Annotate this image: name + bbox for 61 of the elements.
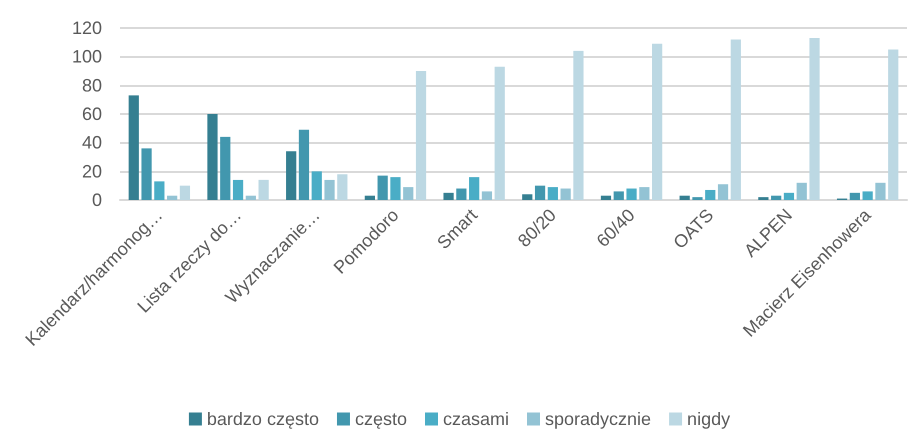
bar bbox=[784, 192, 794, 200]
bar bbox=[639, 187, 650, 200]
bar bbox=[771, 196, 782, 200]
bar bbox=[600, 196, 612, 200]
bar bbox=[337, 174, 348, 200]
bar bbox=[718, 184, 728, 200]
bar bbox=[364, 196, 375, 200]
bar bbox=[614, 191, 624, 200]
bar bbox=[692, 197, 703, 200]
bar bbox=[522, 194, 532, 200]
bar bbox=[875, 182, 886, 200]
bar bbox=[246, 196, 256, 200]
bar bbox=[705, 190, 716, 200]
y-tick-label: 60 bbox=[82, 104, 102, 124]
legend-label: bardzo często bbox=[206, 409, 319, 429]
y-tick-label: 20 bbox=[82, 161, 102, 182]
bar bbox=[286, 151, 296, 200]
bar bbox=[548, 187, 558, 200]
bar bbox=[258, 180, 269, 200]
bar bbox=[758, 197, 768, 200]
bar bbox=[862, 191, 873, 200]
bar bbox=[809, 38, 820, 200]
bar bbox=[494, 66, 505, 200]
bar bbox=[560, 188, 571, 200]
legend-label: czasami bbox=[442, 409, 510, 429]
y-tick-label: 100 bbox=[72, 46, 102, 67]
bar bbox=[416, 71, 426, 200]
y-tick-label: 0 bbox=[92, 190, 102, 210]
bar bbox=[456, 188, 466, 200]
legend-label: sporadycznie bbox=[545, 409, 652, 429]
bar bbox=[730, 39, 741, 200]
legend-label: często bbox=[354, 409, 407, 429]
bar bbox=[128, 95, 139, 200]
bar bbox=[403, 187, 414, 200]
bar bbox=[298, 130, 310, 200]
bar bbox=[154, 181, 164, 200]
bar bbox=[796, 182, 807, 200]
y-tick-label: 80 bbox=[82, 75, 102, 96]
bar bbox=[652, 44, 662, 200]
bar bbox=[324, 180, 335, 200]
bar bbox=[573, 50, 584, 200]
bar bbox=[482, 191, 492, 200]
bar bbox=[626, 188, 637, 200]
bar bbox=[534, 186, 546, 200]
legend-label: nigdy bbox=[687, 409, 730, 429]
bar bbox=[141, 148, 152, 200]
bar bbox=[180, 186, 190, 200]
bar bbox=[312, 171, 322, 200]
bar bbox=[390, 177, 401, 200]
bar bbox=[850, 192, 860, 200]
bar bbox=[443, 192, 454, 200]
bar bbox=[378, 176, 388, 200]
bar bbox=[167, 196, 178, 200]
y-tick-label: 120 bbox=[72, 18, 102, 38]
y-tick-label: 40 bbox=[82, 132, 102, 153]
bar bbox=[469, 177, 480, 200]
bar bbox=[207, 114, 218, 200]
bar bbox=[232, 180, 244, 200]
bar bbox=[680, 196, 690, 200]
bar bbox=[888, 50, 898, 200]
bar bbox=[220, 136, 230, 200]
